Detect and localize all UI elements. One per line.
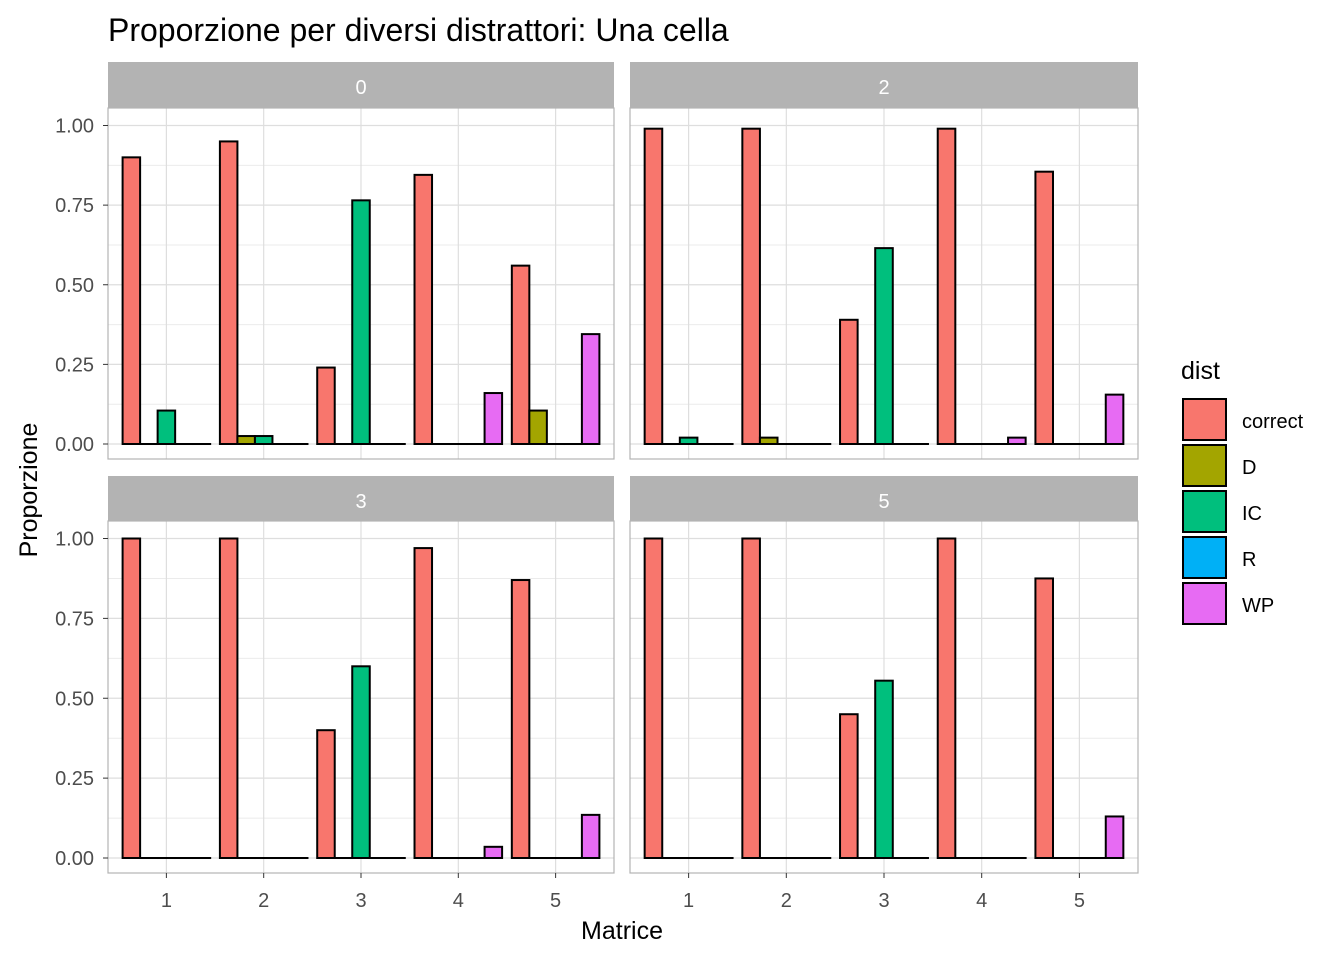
legend: dist correct D IC R WP [1181,357,1304,625]
bar-correct-3 [316,366,336,445]
facet-panel: 5 1 2 3 4 5 [629,476,1139,912]
legend-key-d [1182,444,1227,487]
bar-wp-4 [1007,436,1027,446]
bar-ic-3 [351,665,371,859]
facet-panel: 0 0.00 0.25 0.50 0.75 1.00 [55,62,615,460]
legend-title: dist [1181,357,1220,385]
facet-strip-label: 2 [878,77,889,99]
x-tick-label: 1 [161,890,172,912]
bar-correct-2 [218,140,239,446]
y-tick-label: 0.50 [55,688,94,710]
x-tick-label: 3 [878,890,889,912]
bar-correct-1 [121,537,142,859]
bar-correct-2 [741,127,761,445]
bar-correct-4 [936,537,957,859]
bar-ic-3 [874,247,894,445]
bar-ic-1 [678,436,699,446]
bar-ic-1 [156,409,177,445]
bar-correct-5 [1034,170,1055,445]
panel-border [107,107,615,460]
bar-wp-5 [1104,393,1125,446]
bar-wp-5 [580,813,601,859]
bar-correct-3 [839,318,859,445]
bar-correct-1 [121,156,142,445]
legend-key-ic [1182,490,1227,533]
bar-ic-3 [874,679,894,859]
x-tick-label: 5 [550,890,561,912]
legend-label: WP [1242,595,1274,617]
bar-correct-2 [741,537,761,859]
bar-ic-2 [253,435,274,446]
bar-correct-3 [316,729,336,860]
bar-d-2 [236,435,256,446]
facet-strip-label: 5 [878,491,889,513]
x-tick-label: 4 [976,890,987,912]
legend-key-wp [1182,582,1227,625]
legend-key-correct [1182,398,1227,441]
panel-border [629,107,1139,460]
x-tick-label: 2 [781,890,792,912]
facet-strip [630,62,1138,108]
y-tick-label: 0.25 [55,768,94,790]
bar-correct-5 [510,579,531,859]
x-tick-label: 4 [453,890,464,912]
bar-correct-4 [936,127,957,445]
x-tick-label: 3 [355,890,366,912]
bar-d-5 [528,409,548,445]
bar-correct-3 [839,713,859,859]
facet-panels: 0 0.00 0.25 0.50 0.75 1.00 2 3 0.00 0.25 0.50 0.75 1… [55,62,1139,912]
bar-correct-4 [413,547,434,860]
bar-correct-4 [413,173,434,445]
facet-strip [108,62,614,108]
facet-panel: 2 [629,62,1139,460]
bar-wp-4 [483,845,504,860]
x-axis-label: Matrice [581,917,663,945]
y-tick-label: 0.75 [55,195,94,217]
legend-label: IC [1242,503,1262,525]
x-tick-label: 5 [1074,890,1085,912]
bar-correct-1 [643,537,664,859]
facet-strip [108,476,614,521]
bar-correct-2 [218,537,239,859]
bar-wp-5 [1104,815,1125,860]
y-tick-label: 0.50 [55,275,94,297]
x-tick-label: 1 [683,890,694,912]
facet-panel: 3 0.00 0.25 0.50 0.75 1.00 1 2 3 4 5 [55,476,615,912]
chart-title: Proporzione per diversi distrattori: Una… [108,12,729,48]
bar-correct-5 [510,264,531,446]
y-tick-label: 0.75 [55,608,94,630]
x-tick-label: 2 [258,890,269,912]
legend-label: D [1242,457,1256,479]
legend-key-r [1182,536,1227,579]
legend-label: R [1242,549,1256,571]
y-tick-label: 1.00 [55,529,94,551]
legend-label: correct [1242,411,1304,433]
y-tick-label: 1.00 [55,116,94,138]
bar-ic-3 [351,199,371,445]
facet-strip [630,476,1138,521]
y-tick-label: 0.00 [55,848,94,870]
bar-d-2 [758,436,779,446]
bar-correct-1 [643,127,664,445]
facet-strip-label: 0 [355,77,366,99]
y-tick-label: 0.00 [55,434,94,456]
bar-wp-5 [580,333,601,445]
bar-wp-4 [483,392,504,446]
y-axis-label: Proporzione [15,423,43,558]
facet-strip-label: 3 [355,491,366,513]
y-tick-label: 0.25 [55,354,94,376]
bar-correct-5 [1034,577,1055,859]
